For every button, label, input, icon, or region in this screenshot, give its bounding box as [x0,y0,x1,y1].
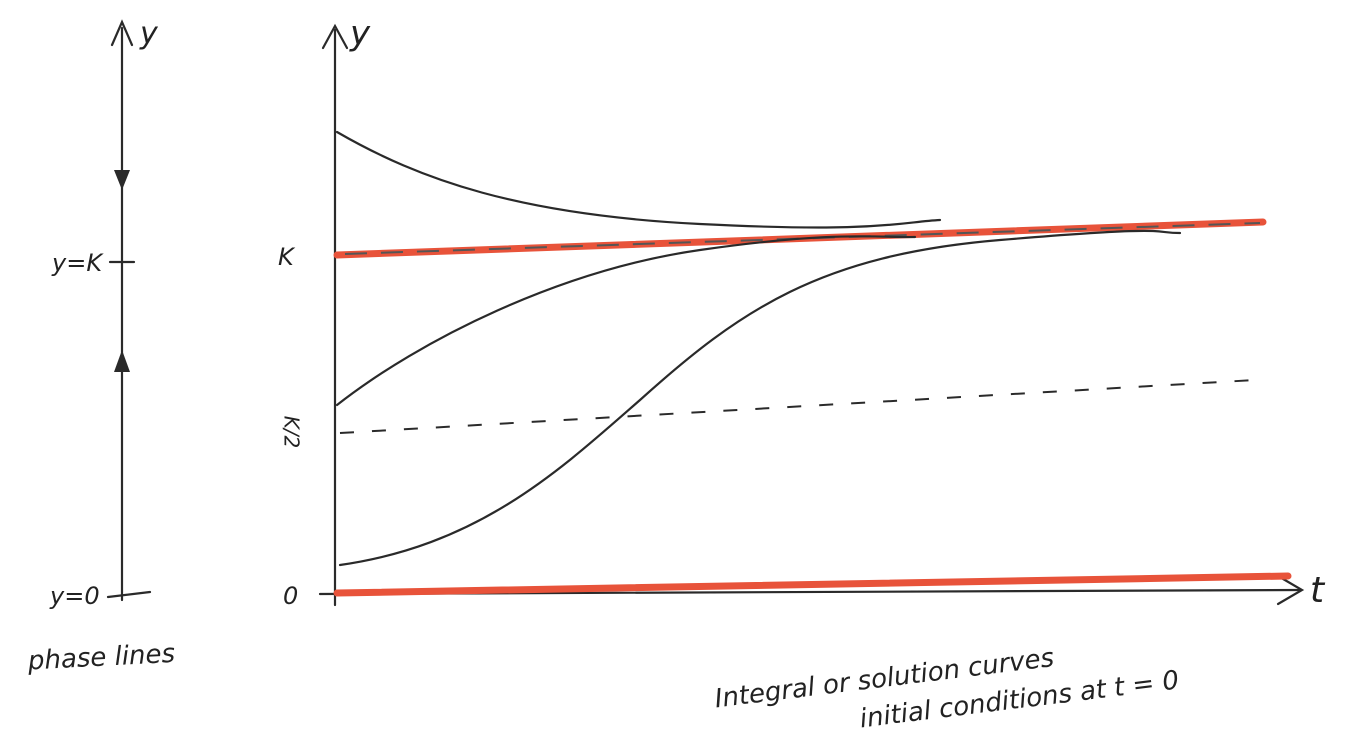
phase-label: y=0 [49,582,100,610]
arrow-up [114,350,130,372]
diagram: y y=K y=0 phase lines y t K K/2 0 Integr… [0,0,1363,739]
solution-curve [340,231,1180,565]
axis-label: y [139,17,159,52]
arrow-down [114,170,130,190]
tick-label: K [278,243,296,271]
solution-curve [337,132,940,227]
caption: phase lines [26,639,176,677]
phase-label: y=K [51,249,104,277]
axis-label: y [349,14,371,54]
solution-curve [337,236,915,405]
half-k-line [340,380,1255,433]
tick-label: 0 [283,582,298,610]
tick-label: K/2 [280,416,304,449]
tick [108,592,150,597]
axis-label: t [1310,570,1326,611]
